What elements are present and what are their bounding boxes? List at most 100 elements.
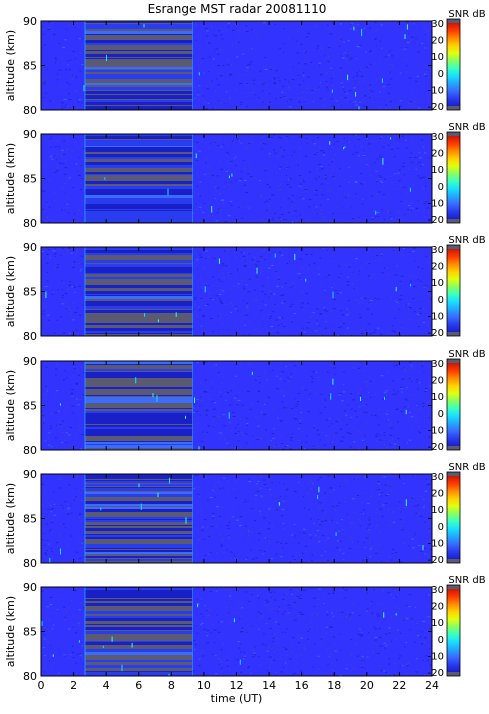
colorbar-tick-label: -10 — [428, 425, 444, 436]
heatmap-5 — [41, 474, 432, 563]
colorbar-tick-label: 30 — [431, 472, 444, 483]
y-axis-label: altitude (km) — [4, 143, 17, 214]
colorbar-label: SNR dB — [448, 575, 485, 586]
heatmap-6 — [41, 587, 432, 676]
colorbar-tick-label: 0 — [438, 522, 444, 533]
colorbar-5: SNR dB 30 20 10 0 -10 -20 — [428, 462, 486, 566]
colorbar-tick-label: 20 — [431, 376, 444, 387]
y-axis-label: altitude (km) — [4, 483, 17, 554]
y-tick-label: 90 — [23, 468, 37, 481]
colorbar-tick-label: 10 — [431, 392, 444, 403]
y-tick-label: 80 — [23, 557, 37, 570]
y-tick-label: 85 — [23, 173, 37, 186]
panel-1: 80 85 90 altitude (km) SNR dB 30 20 10 0 -10 -20 — [4, 9, 486, 117]
colorbar-tick-label: 10 — [431, 278, 444, 289]
x-tick-label: 16 — [295, 679, 309, 692]
y-tick-label: 80 — [23, 670, 37, 683]
x-tick-label: 24 — [425, 679, 439, 692]
heatmap-2 — [41, 134, 432, 223]
panel-2: 80 85 90 altitude (km) SNR dB 30 20 10 0 -10 -20 — [4, 122, 486, 230]
colorbar-label: SNR dB — [448, 9, 485, 20]
x-tick-label: 10 — [197, 679, 211, 692]
y-axis-label: altitude (km) — [4, 596, 17, 667]
heatmap-3 — [41, 247, 432, 336]
y-tick-label: 85 — [23, 60, 37, 73]
colorbar-tick-label: -10 — [428, 311, 444, 322]
y-tick-label: 80 — [23, 444, 37, 457]
y-axis-label: altitude (km) — [4, 256, 17, 327]
colorbar-tick-label: 10 — [431, 505, 444, 516]
colorbar-tick-label: 0 — [438, 69, 444, 80]
y-tick-label: 80 — [23, 104, 37, 117]
colorbar-4: SNR dB 30 20 10 0 -10 -20 — [428, 349, 486, 453]
colorbar-3: SNR dB 30 20 10 0 -10 -20 — [428, 235, 486, 339]
colorbar-tick-label: -20 — [428, 668, 444, 679]
colorbar-label: SNR dB — [448, 349, 485, 360]
heatmap-4 — [41, 361, 432, 450]
colorbar-tick-label: -20 — [428, 328, 444, 339]
y-tick-label: 90 — [23, 241, 37, 254]
y-tick-label: 90 — [23, 581, 37, 594]
colorbar-tick-label: -10 — [428, 85, 444, 96]
colorbar-tick-label: 20 — [431, 602, 444, 613]
colorbar-tick-label: -20 — [428, 442, 444, 453]
colorbar-1: SNR dB 30 20 10 0 -10 -20 — [428, 9, 486, 113]
colorbar-tick-label: 0 — [438, 182, 444, 193]
y-tick-label: 80 — [23, 330, 37, 343]
x-tick-label: 0 — [38, 679, 45, 692]
colorbar-tick-label: 20 — [431, 149, 444, 160]
colorbar-tick-label: 20 — [431, 36, 444, 47]
colorbar-tick-label: -20 — [428, 555, 444, 566]
colorbar-6: SNR dB 30 20 10 0 -10 -20 — [428, 575, 486, 679]
y-tick-label: 90 — [23, 355, 37, 368]
x-tick-label: 22 — [392, 679, 406, 692]
y-tick-label: 85 — [23, 626, 37, 639]
colorbar-label: SNR dB — [448, 462, 485, 473]
panel-3: 80 85 90 altitude (km) SNR dB 30 20 10 0 -10 -20 — [4, 235, 486, 343]
colorbar-tick-label: 30 — [431, 585, 444, 596]
colorbar-tick-label: 30 — [431, 132, 444, 143]
colorbar-tick-label: 0 — [438, 295, 444, 306]
y-tick-label: 90 — [23, 15, 37, 28]
colorbar-tick-label: 0 — [438, 409, 444, 420]
x-tick-label: 8 — [168, 679, 175, 692]
colorbar-tick-label: 10 — [431, 52, 444, 63]
colorbar-tick-label: -20 — [428, 215, 444, 226]
x-tick-label: 18 — [327, 679, 341, 692]
y-tick-label: 80 — [23, 217, 37, 230]
colorbar-label: SNR dB — [448, 122, 485, 133]
colorbar-tick-label: -20 — [428, 102, 444, 113]
colorbar-tick-label: 30 — [431, 359, 444, 370]
colorbar-tick-label: 10 — [431, 165, 444, 176]
colorbar-tick-label: -10 — [428, 538, 444, 549]
heatmap-1 — [41, 21, 432, 110]
figure-title: Esrange MST radar 20081110 — [148, 2, 327, 16]
panel-4: 80 85 90 altitude (km) SNR dB 30 20 10 0 -10 -20 — [4, 349, 486, 457]
colorbar-tick-label: -10 — [428, 198, 444, 209]
x-axis-label: time (UT) — [211, 692, 263, 705]
colorbar-label: SNR dB — [448, 235, 485, 246]
x-tick-label: 4 — [103, 679, 110, 692]
y-axis-label: altitude (km) — [4, 30, 17, 101]
colorbar-2: SNR dB 30 20 10 0 -10 -20 — [428, 122, 486, 226]
y-tick-label: 85 — [23, 513, 37, 526]
x-tick-label: 14 — [262, 679, 276, 692]
x-tick-label: 12 — [230, 679, 244, 692]
colorbar-tick-label: 30 — [431, 19, 444, 30]
colorbar-tick-label: 20 — [431, 262, 444, 273]
x-tick-label: 20 — [360, 679, 374, 692]
colorbar-tick-label: 10 — [431, 618, 444, 629]
colorbar-tick-label: -10 — [428, 651, 444, 662]
panel-5: 80 85 90 altitude (km) SNR dB 30 20 10 0 -10 -20 — [4, 462, 486, 570]
x-tick-label: 6 — [135, 679, 142, 692]
y-tick-label: 85 — [23, 286, 37, 299]
x-tick-label: 2 — [70, 679, 77, 692]
y-tick-label: 90 — [23, 128, 37, 141]
colorbar-tick-label: 20 — [431, 489, 444, 500]
colorbar-tick-label: 30 — [431, 245, 444, 256]
colorbar-tick-label: 0 — [438, 635, 444, 646]
y-axis-label: altitude (km) — [4, 370, 17, 441]
